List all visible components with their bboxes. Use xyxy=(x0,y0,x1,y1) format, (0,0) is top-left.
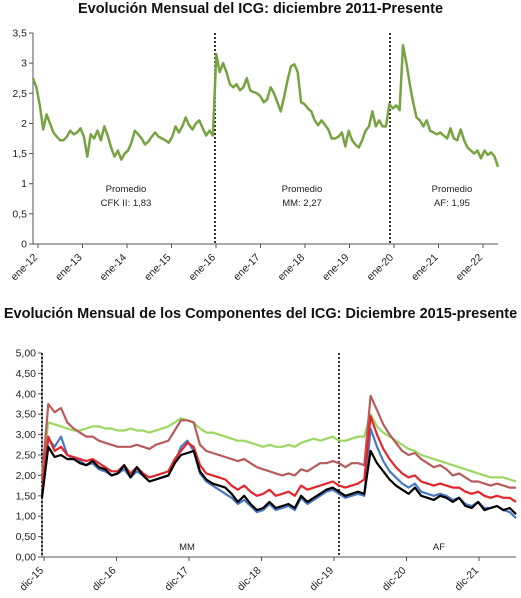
period-annotation: MM xyxy=(179,542,195,553)
period-annotation: CFK II: 1,83 xyxy=(101,198,152,209)
period-annotation: Promedio xyxy=(106,184,147,195)
y-tick-label: 2,5 xyxy=(12,88,27,100)
period-annotation: Promedio xyxy=(282,184,323,195)
y-tick-label: 3,50 xyxy=(16,409,37,421)
y-tick-label: 0,5 xyxy=(12,208,27,220)
y-tick-label: 3,5 xyxy=(12,28,27,40)
y-tick-label: 3 xyxy=(21,58,27,70)
y-tick-label: 1,00 xyxy=(16,511,37,523)
y-tick-label: 0 xyxy=(21,239,27,251)
y-tick-label: 4,00 xyxy=(16,388,37,400)
series-line xyxy=(40,427,517,519)
x-tick-label: dic-16 xyxy=(90,565,119,594)
series-line xyxy=(40,445,517,515)
period-annotation: AF xyxy=(433,542,445,553)
y-tick-label: 2 xyxy=(21,118,27,130)
y-tick-label: 0,00 xyxy=(16,552,37,564)
series-line xyxy=(40,394,516,489)
y-tick-label: 2,00 xyxy=(16,470,37,482)
y-tick-label: 2,50 xyxy=(16,450,37,462)
period-annotation: AF: 1,95 xyxy=(434,198,470,209)
period-annotation: Promedio xyxy=(432,184,473,195)
series-line xyxy=(31,43,500,168)
x-tick-label: dic-18 xyxy=(235,565,264,594)
y-tick-label: 1,5 xyxy=(12,148,27,160)
y-tick-label: 1,50 xyxy=(16,490,37,502)
chart2-title: Evolución Mensual de los Componentes del… xyxy=(3,306,518,322)
y-tick-label: 0,50 xyxy=(16,531,37,543)
series-line xyxy=(40,413,517,483)
x-tick-label: dic-20 xyxy=(380,565,409,594)
y-tick-label: 4,50 xyxy=(16,368,37,380)
x-tick-label: dic-15 xyxy=(17,565,46,594)
x-tick-label: dic-17 xyxy=(162,565,191,594)
x-tick-label: dic-21 xyxy=(452,565,481,594)
y-tick-label: 5,00 xyxy=(16,348,37,360)
period-annotation: MM: 2,27 xyxy=(282,198,322,209)
chart1-title: Evolución Mensual del ICG: diciembre 201… xyxy=(77,1,444,17)
y-tick-label: 3,00 xyxy=(16,429,37,441)
y-tick-label: 1 xyxy=(21,178,27,190)
x-tick-label: dic-19 xyxy=(307,565,336,594)
